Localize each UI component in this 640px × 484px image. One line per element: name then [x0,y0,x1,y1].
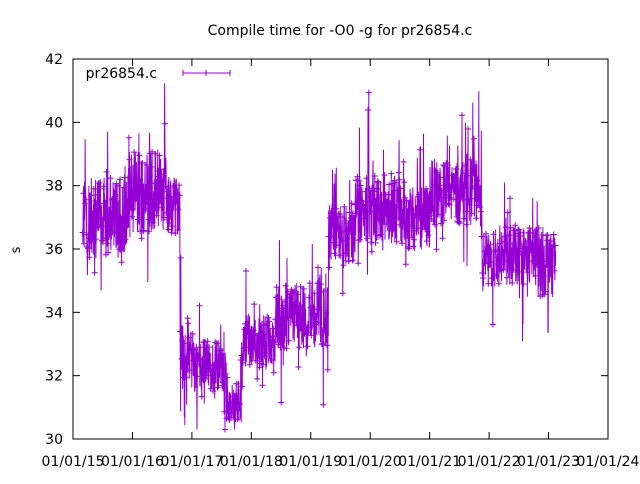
y-axis-label: s [9,246,24,253]
x-tick-label: 01/01/24 [577,454,640,470]
x-tick-label: 01/01/21 [398,454,461,470]
series-point-markers [79,89,559,433]
y-tick-label: 40 [45,115,63,131]
y-tick-label: 34 [45,305,63,321]
x-tick-label: 01/01/22 [458,454,521,470]
legend-label: pr26854.c [86,66,157,82]
x-tick-label: 01/01/23 [517,454,580,470]
y-tick-label: 38 [45,179,63,195]
series-line-pr26854 [82,83,557,430]
axes: 3032343638404201/01/1501/01/1601/01/1701… [42,52,640,470]
x-tick-label: 01/01/18 [220,454,283,470]
x-tick-label: 01/01/20 [339,454,402,470]
x-tick-label: 01/01/17 [160,454,223,470]
y-tick-label: 36 [45,242,63,258]
legend: pr26854.c [86,66,231,82]
x-tick-label: 01/01/15 [42,454,105,470]
plot-area [79,83,559,433]
x-tick-label: 01/01/16 [101,454,164,470]
y-tick-label: 32 [45,369,63,385]
y-tick-label: 30 [45,432,63,448]
chart-title: Compile time for -O0 -g for pr26854.c [208,23,473,39]
y-tick-label: 42 [45,52,63,68]
x-tick-label: 01/01/19 [279,454,342,470]
